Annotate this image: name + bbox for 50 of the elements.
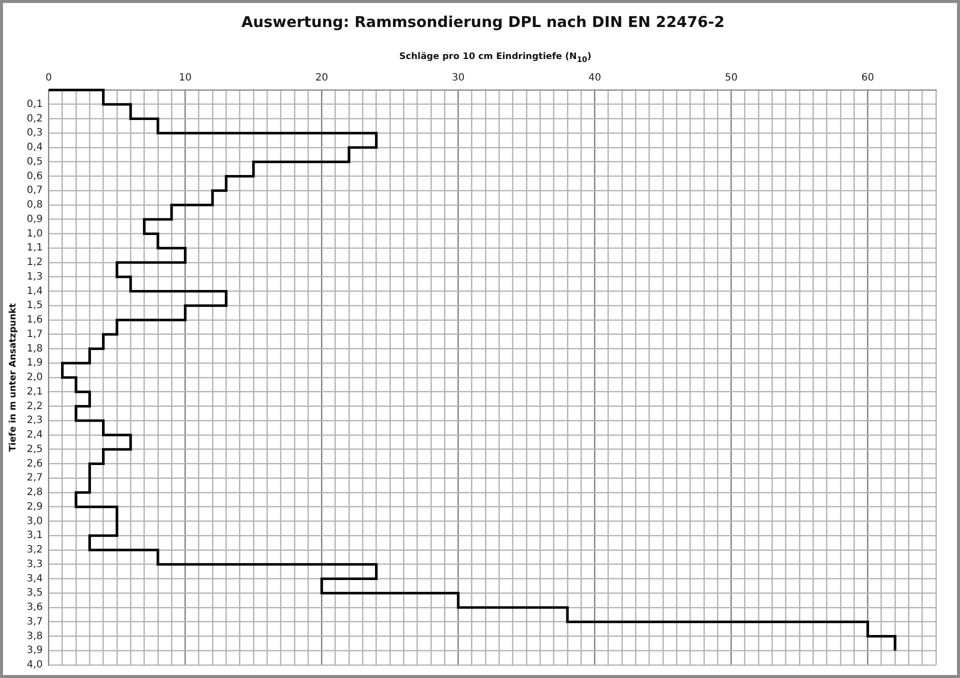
y-tick-label: 2,5 <box>26 444 43 455</box>
y-tick-label: 1,3 <box>26 271 43 282</box>
y-tick-label: 0,4 <box>26 142 43 154</box>
y-tick-label: 0,9 <box>26 214 43 225</box>
x-tick-label: 10 <box>178 72 192 84</box>
y-tick-label: 3,6 <box>26 602 43 614</box>
y-tick-label: 3,8 <box>26 630 43 642</box>
y-tick-label: 2,4 <box>26 430 43 441</box>
y-tick-label: 0,7 <box>26 185 43 196</box>
y-tick-label: 3,7 <box>26 616 43 628</box>
y-axis-title: Tiefe in m unter Ansatzpunkt <box>8 302 19 452</box>
y-tick-label: 1,2 <box>26 257 43 268</box>
x-tick-label: 20 <box>315 72 328 84</box>
y-tick-label: 2,1 <box>26 386 43 398</box>
x-tick-label: 50 <box>724 72 738 84</box>
y-tick-label: 0,2 <box>26 113 43 124</box>
x-tick-label: 60 <box>861 72 874 84</box>
y-tick-label: 3,0 <box>26 516 43 527</box>
y-tick-label: 1,0 <box>26 228 43 240</box>
y-tick-label: 2,8 <box>26 487 43 498</box>
y-tick-label: 0,6 <box>26 170 43 182</box>
x-axis-title: Schläge pro 10 cm Eindringtiefe (N$_{10}$) <box>399 52 592 64</box>
y-tick-label: 2,7 <box>26 472 43 484</box>
y-tick-label: 0,1 <box>26 98 43 110</box>
y-tick-label: 1,7 <box>26 328 43 340</box>
y-tick-label: 3,1 <box>26 530 43 542</box>
y-tick-label: 3,9 <box>26 645 43 656</box>
y-tick-label: 2,3 <box>26 415 43 426</box>
x-tick-label: 0 <box>46 72 52 84</box>
y-tick-label: 1,6 <box>26 314 43 326</box>
x-tick-label: 30 <box>452 72 465 84</box>
y-tick-label: 0,3 <box>26 128 43 139</box>
x-tick-label: 40 <box>588 72 602 84</box>
y-tick-label: 0,8 <box>26 200 43 211</box>
y-tick-label: 1,8 <box>26 343 43 354</box>
y-tick-label: 3,3 <box>26 558 43 570</box>
y-tick-label: 1,9 <box>26 358 43 369</box>
y-tick-label: 2,9 <box>26 501 43 512</box>
y-tick-label: 1,4 <box>26 286 43 297</box>
y-tick-label: 2,0 <box>26 372 43 384</box>
y-tick-label: 4,0 <box>26 660 43 671</box>
y-tick-label: 3,5 <box>26 588 43 599</box>
y-tick-label: 0,5 <box>26 156 43 168</box>
chart-title: Auswertung: Rammsondierung DPL nach DIN EN 22476-2 <box>240 13 726 31</box>
y-tick-label: 3,4 <box>26 573 43 584</box>
y-tick-label: 1,5 <box>26 300 43 312</box>
y-tick-label: 3,2 <box>26 544 43 556</box>
y-tick-label: 2,6 <box>26 458 43 470</box>
y-tick-label: 1,1 <box>26 242 43 254</box>
y-tick-label: 2,2 <box>26 400 43 412</box>
